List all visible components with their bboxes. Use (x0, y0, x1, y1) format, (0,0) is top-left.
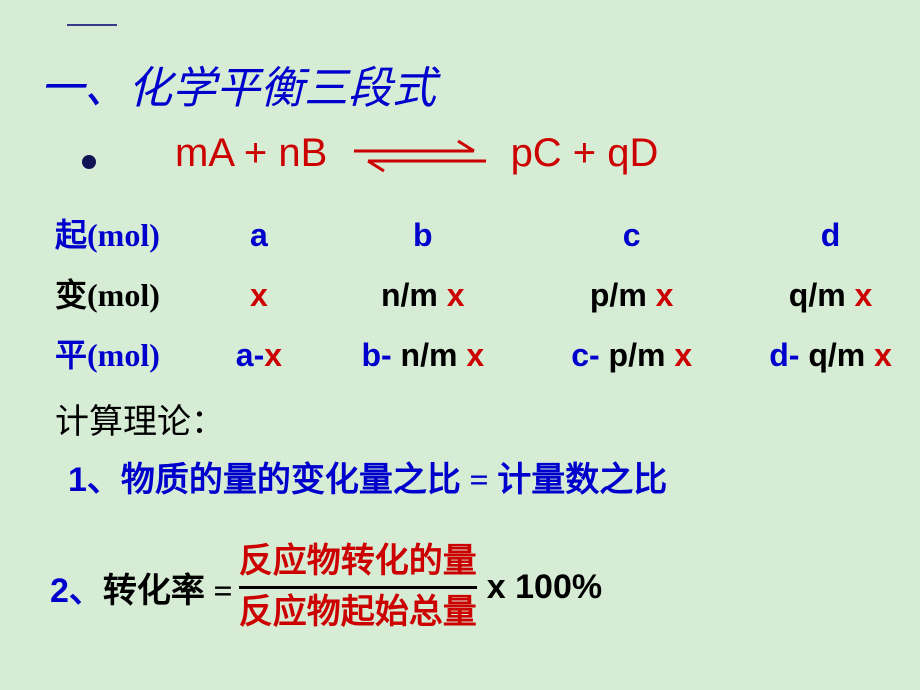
section-title: 一、化学平衡三段式 (40, 52, 436, 116)
row-change: 变(mol) x n/m x p/m x q/m x (55, 270, 920, 316)
equilibrium-b: b- n/m x (323, 337, 523, 374)
theory-rule-1: 1、物质的量的变化量之比 = 计量数之比 (68, 452, 667, 501)
title-underline (67, 24, 117, 26)
conversion-fraction: 反应物转化的量 反应物起始总量 (239, 540, 477, 635)
theory2-number: 2、 (50, 563, 103, 612)
equilibrium-d: d- q/m x (741, 337, 920, 374)
equilibrium-label: 平(mol) (55, 330, 195, 376)
row-equilibrium: 平(mol) a-x b- n/m x c- p/m x d- q/m x (55, 330, 920, 376)
row-initial: 起(mol) a b c d (55, 210, 920, 256)
change-a: x (204, 277, 314, 314)
percent-suffix: x 100% (487, 568, 602, 607)
equation-products: pC + qD (511, 131, 659, 176)
conversion-rate-label: 转化率 = (103, 563, 233, 612)
equilibrium-c: c- p/m x (532, 337, 732, 374)
chemical-equation: mA + nB pC + qD (175, 131, 658, 176)
change-b: n/m x (323, 277, 523, 314)
fraction-numerator: 反应物转化的量 (239, 540, 477, 584)
theory1-number: 1、 (68, 461, 121, 499)
calculation-theory-label: 计算理论： (55, 394, 225, 443)
equilibrium-arrow-icon (346, 135, 491, 175)
theory1-text: 物质的量的变化量之比 = 计量数之比 (121, 462, 667, 499)
change-label: 变(mol) (55, 270, 195, 316)
change-c: p/m x (532, 277, 732, 314)
initial-d: d (741, 217, 920, 254)
initial-b: b (323, 217, 523, 254)
fraction-line (239, 586, 477, 589)
initial-c: c (532, 217, 732, 254)
initial-a: a (204, 217, 314, 254)
change-d: q/m x (741, 277, 920, 314)
bullet-point (82, 155, 96, 169)
fraction-denominator: 反应物起始总量 (239, 591, 477, 635)
theory-rule-2: 2、 转化率 = 反应物转化的量 反应物起始总量 x 100% (50, 540, 602, 635)
equation-reactants: mA + nB (175, 131, 327, 176)
equilibrium-a: a-x (204, 337, 314, 374)
initial-label: 起(mol) (55, 210, 195, 256)
